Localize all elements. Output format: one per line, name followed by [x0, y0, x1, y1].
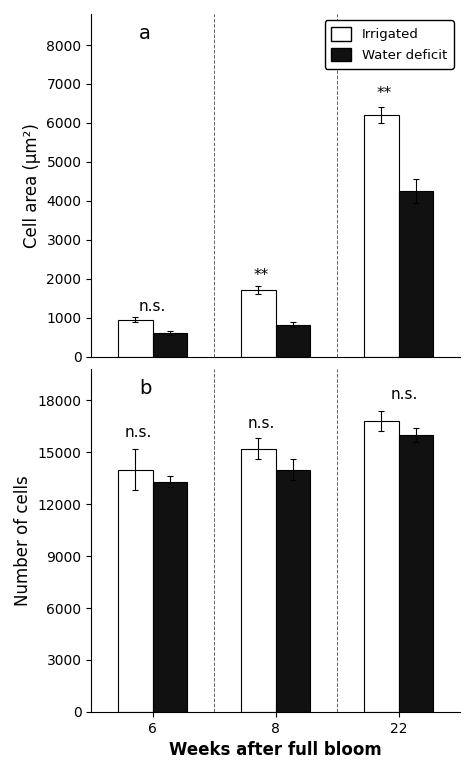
Y-axis label: Cell area (μm²): Cell area (μm²)	[23, 123, 41, 247]
Bar	[276, 325, 310, 356]
Bar	[399, 435, 433, 712]
Legend: Irrigated, Water deficit: Irrigated, Water deficit	[325, 21, 454, 69]
Bar	[399, 191, 433, 356]
Y-axis label: Number of cells: Number of cells	[14, 475, 32, 606]
Bar	[153, 482, 187, 712]
X-axis label: Weeks after full bloom: Weeks after full bloom	[169, 741, 382, 759]
Bar	[276, 469, 310, 712]
Text: n.s.: n.s.	[139, 298, 166, 314]
Text: **: **	[376, 87, 392, 101]
Text: n.s.: n.s.	[124, 425, 152, 440]
Text: a: a	[139, 24, 151, 43]
Bar	[364, 421, 399, 712]
Bar	[118, 469, 153, 712]
Text: n.s.: n.s.	[247, 417, 274, 431]
Bar	[241, 291, 276, 356]
Text: b: b	[139, 380, 152, 398]
Bar	[153, 333, 187, 356]
Bar	[118, 319, 153, 356]
Bar	[364, 115, 399, 356]
Text: **: **	[253, 268, 268, 284]
Text: n.s.: n.s.	[391, 387, 419, 402]
Bar	[241, 449, 276, 712]
